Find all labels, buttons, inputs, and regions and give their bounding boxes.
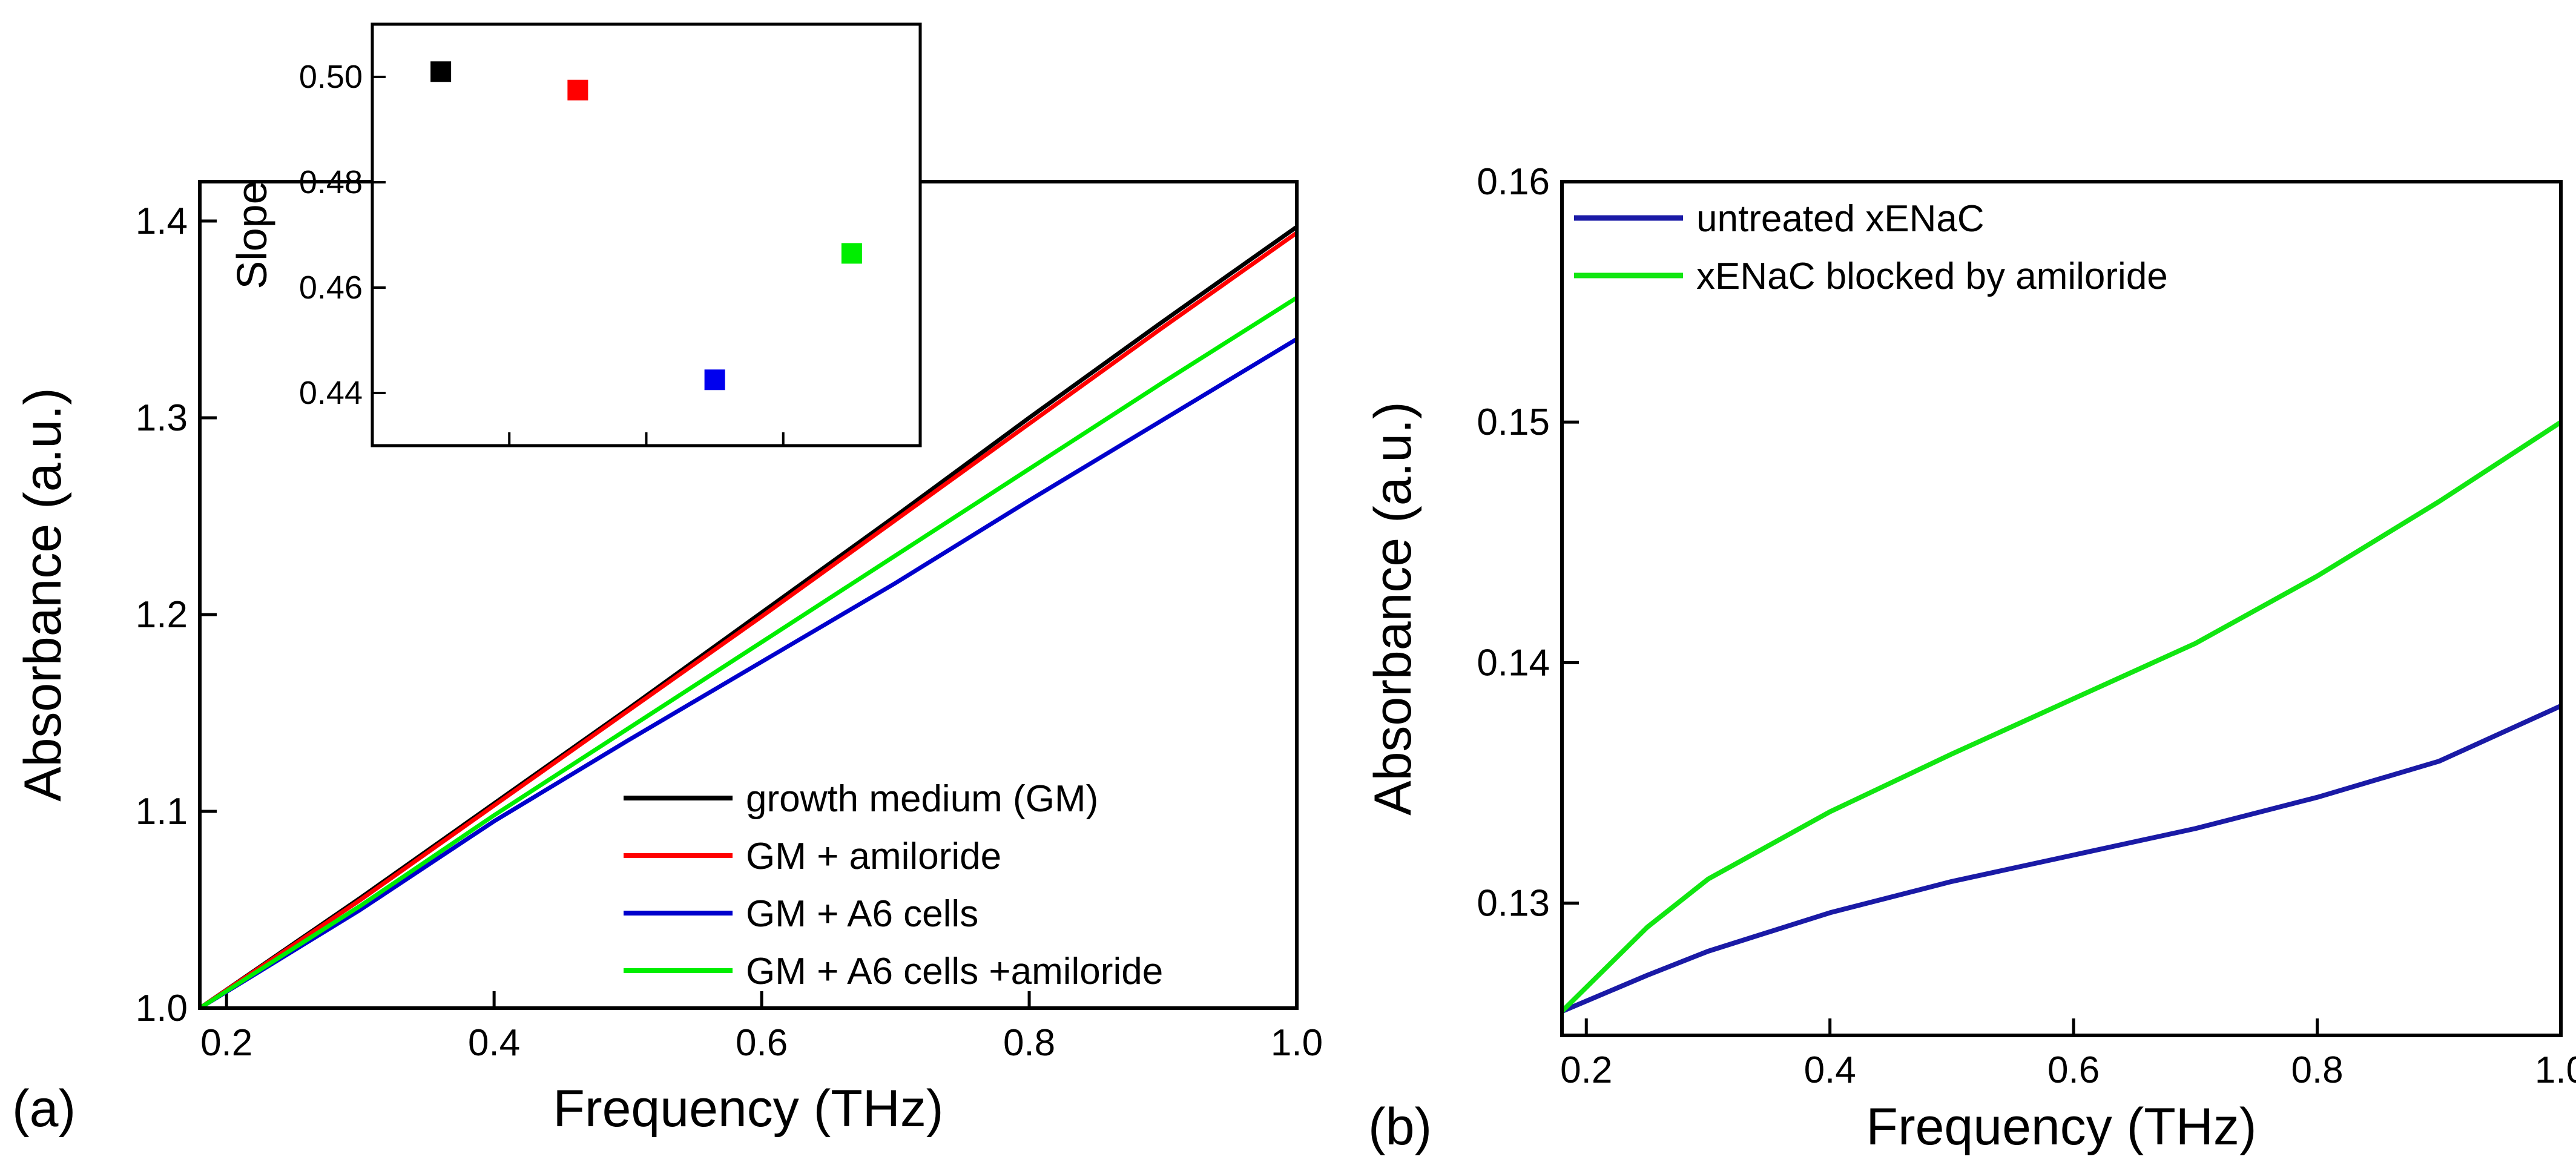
panel-b-legend: untreated xENaC xENaC blocked by amilorid… <box>1574 198 2168 297</box>
inset-y-tick-label: 0.44 <box>299 375 363 411</box>
panel-b-legend-label-0: untreated xENaC <box>1696 198 1985 240</box>
panel-a-series-line-3 <box>199 295 1298 1010</box>
panel-b-y-tick-label: 0.16 <box>1477 161 1550 203</box>
chart-panel-b: 0.2 0.4 0.6 0.8 1.0 0.13 0.14 0.15 0.16 Frequenc… <box>1364 161 2576 1156</box>
panel-b-x-axis-title: Frequency (THz) <box>1866 1098 2256 1156</box>
inset-point-3 <box>841 243 862 264</box>
panel-a-x-tick-label: 0.2 <box>200 1022 252 1064</box>
inset-point-2 <box>704 369 725 391</box>
inset-y-axis-title: Slope <box>228 180 275 289</box>
inset-y-tick-label: 0.48 <box>299 164 363 200</box>
panel-b-series-line-1 <box>1560 420 2563 1014</box>
panel-a-legend-label-3: GM + A6 cells +amiloride <box>746 951 1163 992</box>
panel-b-y-tick-label: 0.14 <box>1477 642 1550 684</box>
panel-b-y-axis-title: Absorbance (a.u.) <box>1364 401 1422 816</box>
panel-b-label: (b) <box>1368 1098 1432 1156</box>
panel-a-x-tick-label: 1.0 <box>1271 1022 1323 1064</box>
panel-a-y-tick-label: 1.2 <box>136 594 188 636</box>
panel-b-y-tick-label: 0.13 <box>1477 883 1550 925</box>
panel-a-x-axis-title: Frequency (THz) <box>553 1080 943 1138</box>
panel-b-y-tick-label: 0.15 <box>1477 401 1550 443</box>
inset-point-1 <box>567 79 588 101</box>
panel-a-x-tick-label: 0.4 <box>468 1022 520 1064</box>
panel-a-y-tick-label: 1.1 <box>136 791 188 833</box>
inset-point-0 <box>430 61 452 82</box>
inset-y-tick-label: 0.50 <box>299 59 363 95</box>
panel-a-y-tick-label: 1.3 <box>136 397 188 439</box>
panel-b-x-tick-label: 0.4 <box>1804 1049 1856 1091</box>
panel-b-axes-frame <box>1560 180 2563 1037</box>
inset-background <box>372 24 920 446</box>
panel-a-legend-label-1: GM + amiloride <box>746 836 1001 877</box>
panel-a-inset: 0.44 0.46 0.48 0.50 Slope <box>228 22 922 447</box>
panel-b-x-tick-label: 1.0 <box>2535 1049 2576 1091</box>
panel-a-series-line-1 <box>199 231 1299 1010</box>
panel-b-x-tick-label: 0.2 <box>1560 1049 1612 1091</box>
panel-b-x-tick-label: 0.6 <box>2047 1049 2100 1091</box>
panel-a-series-line-2 <box>199 337 1298 1010</box>
panel-a-x-tick-label: 0.8 <box>1003 1022 1055 1064</box>
panel-b-x-tick-label: 0.8 <box>2291 1049 2343 1091</box>
panel-a-x-tick-label: 0.6 <box>736 1022 788 1064</box>
panel-a-y-axis-title: Absorbance (a.u.) <box>14 388 72 802</box>
panel-a-legend-label-2: GM + A6 cells <box>746 893 978 935</box>
panel-a-legend-label-0: growth medium (GM) <box>746 778 1098 820</box>
panel-b-legend-label-1: xENaC blocked by amiloride <box>1696 256 2168 297</box>
panel-a-label: (a) <box>12 1080 76 1138</box>
chart-panel-a: 0.2 0.4 0.6 0.8 1.0 1.0 1.1 1.2 1.3 1.4 Frequency… <box>12 22 1323 1138</box>
panel-a-y-tick-label: 1.4 <box>136 200 188 242</box>
panel-a-legend: growth medium (GM) GM + amiloride GM + A6 … <box>624 778 1163 992</box>
inset-y-tick-label: 0.46 <box>299 269 363 306</box>
panel-a-y-tick-label: 1.0 <box>136 988 188 1029</box>
panel-b-series-line-0 <box>1561 704 2562 1014</box>
inset-axes-frame <box>371 22 922 447</box>
